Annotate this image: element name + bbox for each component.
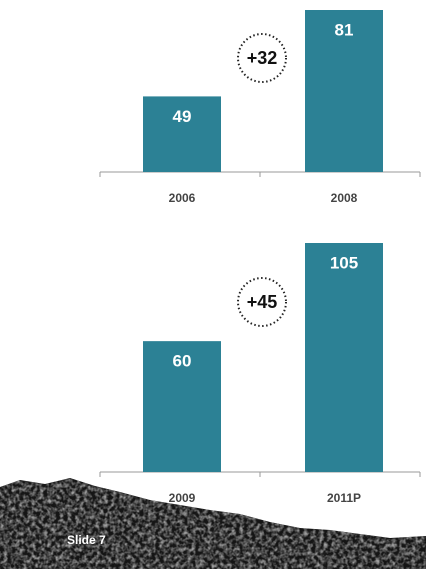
value-label: 60 — [173, 352, 192, 371]
annotation-circle — [237, 33, 287, 83]
value-label: 105 — [330, 253, 358, 272]
x-tick-label: 2008 — [331, 191, 358, 205]
value-label: 49 — [173, 107, 192, 126]
x-tick-label: 2011P — [327, 491, 361, 505]
bar — [305, 243, 383, 472]
slide-label: Slide 7 — [67, 533, 106, 547]
annotation: +45 — [247, 292, 278, 312]
annotation: +32 — [247, 48, 278, 68]
bar — [143, 96, 221, 172]
x-tick-label: 2006 — [169, 191, 196, 205]
value-label: 81 — [335, 20, 354, 39]
coal-pile — [0, 478, 426, 569]
bar — [143, 341, 221, 472]
bar — [305, 10, 383, 172]
annotation-circle — [237, 277, 287, 327]
x-tick-label: 2009 — [169, 491, 196, 505]
